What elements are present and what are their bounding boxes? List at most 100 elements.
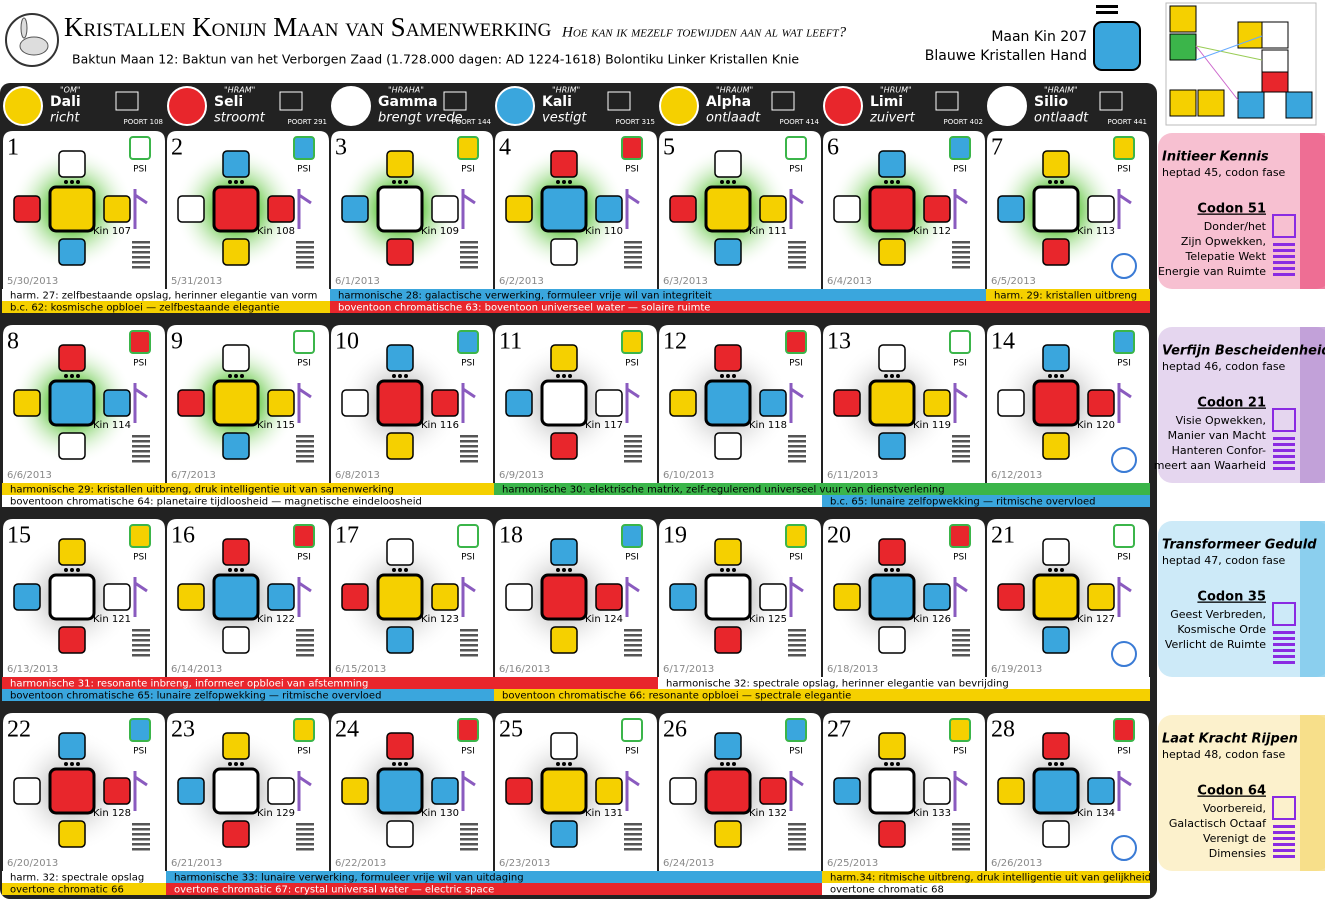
hexagram-line (132, 639, 150, 642)
glyph-center (704, 767, 752, 815)
glyph-dot (64, 568, 68, 572)
codon-line (1273, 261, 1295, 264)
glyph-dot (1048, 762, 1052, 766)
date: 6/10/2013 (663, 470, 714, 481)
plasma-verb: vestigt (542, 111, 587, 126)
date: 6/17/2013 (663, 664, 714, 675)
plasma-gate: POORT 108 (124, 118, 163, 126)
band-text: harm. 29: kristallen uitbreng (994, 291, 1137, 302)
glyph-center (48, 767, 96, 815)
glyph-dot (240, 374, 244, 378)
glyph-dot (1060, 180, 1064, 184)
glyph-bottom (878, 820, 906, 848)
hexagram-line (952, 460, 970, 463)
hexagram-line (296, 823, 314, 826)
harmonic-band (822, 883, 1150, 895)
glyph-dot (392, 374, 396, 378)
hexagram-line (788, 256, 806, 259)
glyph-top (878, 150, 906, 178)
glyph-center (704, 379, 752, 427)
psi-label: PSI (297, 359, 311, 369)
hexagram-line (952, 261, 970, 264)
band-text: b.c. 62: kosmische opbloei — zelfbestaan… (10, 303, 280, 314)
kin-label: Kin 131 (585, 808, 623, 819)
glyph-dot (228, 568, 232, 572)
day-number: 25 (499, 717, 523, 743)
hexagram-line (788, 843, 806, 846)
glyph-top (714, 344, 742, 372)
rune (1117, 771, 1132, 811)
psi-glyph (621, 524, 643, 548)
band-text: boventoon chromatische 64: planetaire ti… (10, 497, 422, 508)
harmonic-band (330, 289, 986, 301)
glyph-center (540, 767, 588, 815)
codon-icon (1272, 408, 1296, 432)
codon-line (1273, 243, 1295, 246)
psi-label: PSI (625, 747, 639, 757)
glyph-bottom (878, 626, 906, 654)
kin-label: Kin 115 (257, 420, 295, 431)
codon-line (1273, 467, 1295, 470)
hexagram-line (952, 649, 970, 652)
psi-glyph (621, 136, 643, 160)
rune (1117, 383, 1132, 423)
date: 6/4/2013 (827, 276, 872, 287)
hexagram-line (296, 654, 314, 657)
glyph-left (341, 195, 369, 223)
kin-label: Kin 128 (93, 808, 131, 819)
hexagram-line (952, 828, 970, 831)
glyph-top (386, 150, 414, 178)
date: 5/31/2013 (171, 276, 222, 287)
plasma-mantra: "OM" (60, 86, 81, 95)
glyph-left (177, 583, 205, 611)
glyph-left (13, 195, 41, 223)
glyph-bottom (550, 238, 578, 266)
day-number: 17 (335, 523, 359, 549)
glyph-center (868, 767, 916, 815)
day-number: 24 (335, 717, 359, 743)
date: 6/2/2013 (499, 276, 544, 287)
hexagram-line (132, 629, 150, 632)
glyph-center (376, 767, 424, 815)
glyph-center (1032, 767, 1080, 815)
hexagram-line (460, 435, 478, 438)
glyph-left (341, 583, 369, 611)
panel-line: Zijn Opwekken, (1181, 235, 1266, 248)
hexagram-line (788, 266, 806, 269)
glyph-top (58, 732, 86, 760)
glyph-bottom (386, 626, 414, 654)
hexagram-line (132, 450, 150, 453)
day-number: 12 (663, 329, 687, 355)
codon-icon (1272, 602, 1296, 626)
kin-label: Kin 126 (913, 614, 951, 625)
rune (953, 189, 968, 229)
day-number: 26 (663, 717, 687, 743)
hexagram-line (132, 843, 150, 846)
gate-icon (1099, 91, 1123, 111)
kin-label: Kin 129 (257, 808, 295, 819)
kin-label: Kin 130 (421, 808, 459, 819)
psi-glyph (1113, 524, 1135, 548)
glyph-bottom (1042, 626, 1070, 654)
band-text: harm. 27: zelfbestaande opslag, herinner… (10, 291, 317, 302)
glyph-right (431, 389, 459, 417)
hexagram-line (296, 843, 314, 846)
glyph-dot (562, 180, 566, 184)
hexagram-line (296, 261, 314, 264)
day-number: 15 (7, 523, 31, 549)
glyph-center (1032, 185, 1080, 233)
hexagram-line (460, 261, 478, 264)
kin-label: Kin 114 (93, 420, 131, 431)
kin-label: Kin 113 (1077, 226, 1115, 237)
glyph-bottom (58, 820, 86, 848)
psi-glyph (949, 524, 971, 548)
panel-title: Initieer Kennis (1162, 150, 1269, 165)
glyph-center (376, 379, 424, 427)
glyph-center (376, 185, 424, 233)
hexagram-line (952, 435, 970, 438)
day-number: 3 (335, 135, 347, 161)
psi-glyph (785, 524, 807, 548)
hexagram-line (132, 455, 150, 458)
glyph-right (1087, 195, 1115, 223)
plasma-verb: ontlaadt (1034, 111, 1089, 126)
